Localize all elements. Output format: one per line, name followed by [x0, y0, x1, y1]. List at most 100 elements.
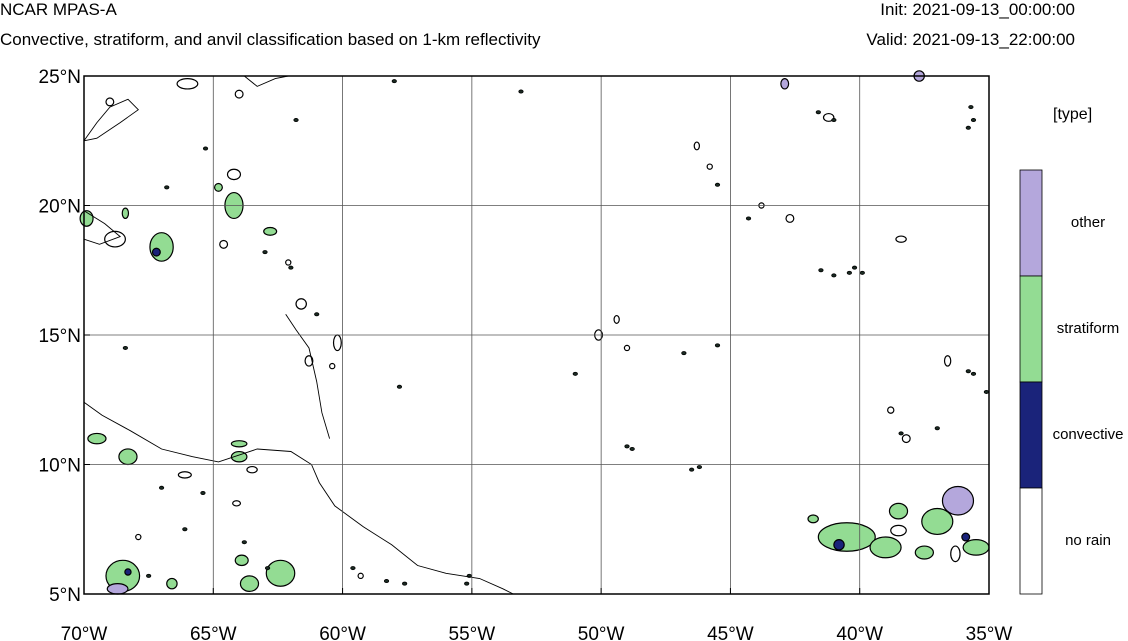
y-tick-label: 20°N [39, 197, 81, 218]
cloud-outline [246, 465, 258, 474]
cloud-outline [950, 545, 961, 563]
small-cell [391, 79, 397, 84]
plot-frame [83, 75, 990, 595]
small-cell [815, 110, 821, 115]
cloud-outline [105, 97, 115, 107]
cloud-outline [613, 314, 620, 324]
precip-cell-stratiform [921, 507, 954, 536]
precip-cell-other [941, 485, 975, 516]
legend-colorbar [1019, 169, 1043, 595]
small-cell [164, 185, 170, 190]
cloud-outline [226, 168, 242, 181]
cloud-outline [623, 344, 631, 352]
small-cell [831, 273, 837, 278]
precip-cell-stratiform [79, 210, 94, 227]
small-cell [859, 270, 865, 275]
y-tick-label: 15°N [39, 326, 81, 347]
init-time: Init: 2021-09-13_00:00:00 [880, 0, 1075, 19]
small-cell [200, 490, 206, 495]
precip-cell-stratiform [118, 448, 138, 466]
small-cell [983, 389, 990, 394]
precip-cell-stratiform [239, 575, 260, 593]
small-cell [464, 581, 470, 586]
cloud-outline [943, 355, 952, 367]
small-cell [681, 351, 687, 356]
coastline-layer [83, 75, 514, 595]
cloud-outline [822, 112, 835, 122]
precip-cell-stratiform [149, 232, 174, 262]
small-cells-layer [122, 79, 990, 586]
cloud-outline [329, 362, 336, 370]
precip-cell-convective [124, 568, 132, 576]
precip-cell-stratiform [869, 536, 902, 559]
x-tick-label: 70°W [61, 624, 108, 641]
cloud-outline [232, 500, 242, 507]
precip-cell-stratiform [213, 182, 223, 192]
cloud-outline [176, 77, 199, 90]
y-tick-label: 25°N [39, 67, 81, 88]
small-cell [965, 369, 971, 374]
small-cell [158, 485, 165, 490]
small-cell [262, 250, 268, 255]
chart-subtitle: Convective, stratiform, and anvil classi… [0, 30, 541, 49]
cloud-outline [785, 213, 795, 223]
precip-cell-stratiform [265, 559, 296, 587]
small-cell [714, 343, 721, 348]
small-cell [624, 444, 630, 449]
small-cell [846, 270, 852, 275]
coastline [83, 98, 139, 142]
small-cell [696, 465, 703, 470]
small-cell [934, 426, 940, 431]
cloud-outline [895, 235, 907, 243]
precip-cell-stratiform [914, 545, 935, 560]
precip-cell-stratiform [888, 502, 909, 520]
cloud-outline [706, 163, 713, 170]
cloud-outline [295, 298, 307, 310]
x-tick-label: 50°W [578, 624, 625, 641]
coastline [244, 75, 289, 87]
precip-cell-other [106, 583, 129, 595]
small-cell [629, 446, 635, 451]
legend-label-no-rain: no rain [1065, 532, 1111, 549]
precip-cell-stratiform [234, 554, 249, 567]
coastline [83, 210, 122, 245]
cloud-outline [177, 471, 192, 479]
small-cell [518, 89, 524, 94]
legend-label-convective: convective [1052, 426, 1124, 443]
precip-cells-layer [79, 70, 990, 595]
legend-label-stratiform: stratiform [1056, 320, 1120, 337]
cloud-outline [135, 533, 142, 541]
small-cell [202, 146, 209, 151]
coastline [83, 401, 514, 595]
x-tick-label: 45°W [707, 624, 754, 641]
precip-cell-convective [151, 247, 161, 257]
small-cell [288, 265, 294, 270]
small-cell [572, 371, 578, 376]
small-cell [851, 265, 858, 270]
legend-label-other: other [1070, 214, 1106, 231]
small-cell [182, 527, 188, 532]
small-cell [898, 431, 904, 436]
small-cell [293, 118, 299, 123]
x-tick-label: 65°W [190, 624, 237, 641]
cloud-outline [693, 141, 701, 151]
x-tick-label: 35°W [966, 624, 1013, 641]
precip-cell-convective [961, 532, 971, 542]
small-cell [965, 125, 971, 130]
cloud-outline [219, 239, 229, 249]
small-cell [831, 118, 837, 123]
small-cell [402, 581, 408, 586]
small-cell [970, 118, 977, 123]
valid-time: Valid: 2021-09-13_22:00:00 [866, 30, 1075, 49]
small-cell [714, 182, 721, 187]
precip-cell-stratiform [166, 577, 178, 590]
cloud-outline [304, 355, 314, 367]
cloud-outline [901, 434, 911, 444]
precip-cell-other [780, 77, 790, 90]
cloud-outline [887, 406, 895, 414]
precip-cell-stratiform [807, 514, 819, 524]
legend-title: [type] [1053, 106, 1093, 123]
precip-cell-stratiform [230, 440, 248, 448]
coastline [285, 314, 331, 439]
